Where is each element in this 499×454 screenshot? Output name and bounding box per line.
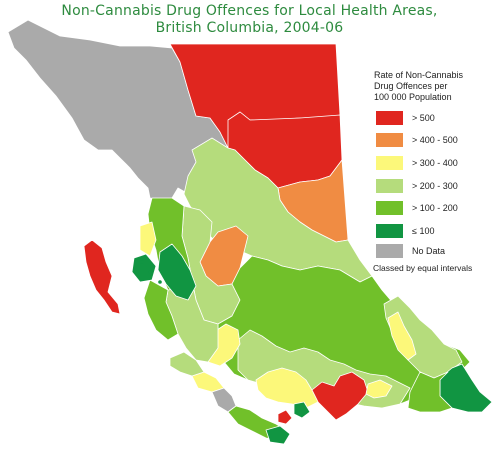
region-vi-north-yellow	[191, 371, 225, 393]
legend-label: ≤ 100	[412, 226, 435, 236]
legend-title-line-2: Drug Offences per	[374, 81, 448, 91]
legend-title: Rate of Non-Cannabis Drug Offences per 1…	[374, 70, 494, 103]
region-south-yellow-1	[255, 367, 319, 409]
region-vi-north-lightgreen	[169, 351, 205, 377]
region-south-yellow-2	[365, 379, 393, 399]
region-southeast-green	[407, 371, 453, 413]
legend-label: > 200 - 300	[412, 181, 458, 191]
map-title-line-2: British Columbia, 2004-06	[155, 20, 344, 36]
legend-title-line-3: 100 000 Population	[374, 92, 452, 102]
legend-swatch	[376, 224, 403, 238]
region-haida-gwaii-red	[83, 239, 121, 315]
region-coast-red	[277, 409, 293, 425]
legend-label: > 500	[412, 113, 435, 123]
legend-note: Classed by equal intervals	[373, 263, 473, 273]
legend-label: > 100 - 200	[412, 203, 458, 213]
region-coast-mainland-green	[143, 279, 179, 341]
legend-swatch	[376, 156, 403, 170]
region-kootenay-yellow	[387, 311, 417, 361]
map-title-line-1: Non-Cannabis Drug Offences for Local Hea…	[61, 3, 438, 19]
legend-swatch	[376, 179, 403, 193]
legend-title-line-1: Rate of Non-Cannabis	[374, 70, 464, 80]
legend-swatch	[376, 133, 403, 147]
legend-swatch	[376, 111, 403, 125]
region-lower-mainland-darkgreen	[293, 401, 311, 419]
legend-swatch	[376, 201, 403, 215]
legend-swatch	[376, 244, 403, 258]
region-coast-islands-darkgreen	[131, 253, 157, 283]
legend-label: > 400 - 500	[412, 135, 458, 145]
legend-label: > 300 - 400	[412, 158, 458, 168]
region-central-coast-darkgreen	[157, 243, 197, 301]
region-vi-south-darkgreen	[265, 425, 291, 445]
region-coast-yellow-north	[139, 221, 157, 257]
legend-label: No Data	[412, 246, 446, 256]
